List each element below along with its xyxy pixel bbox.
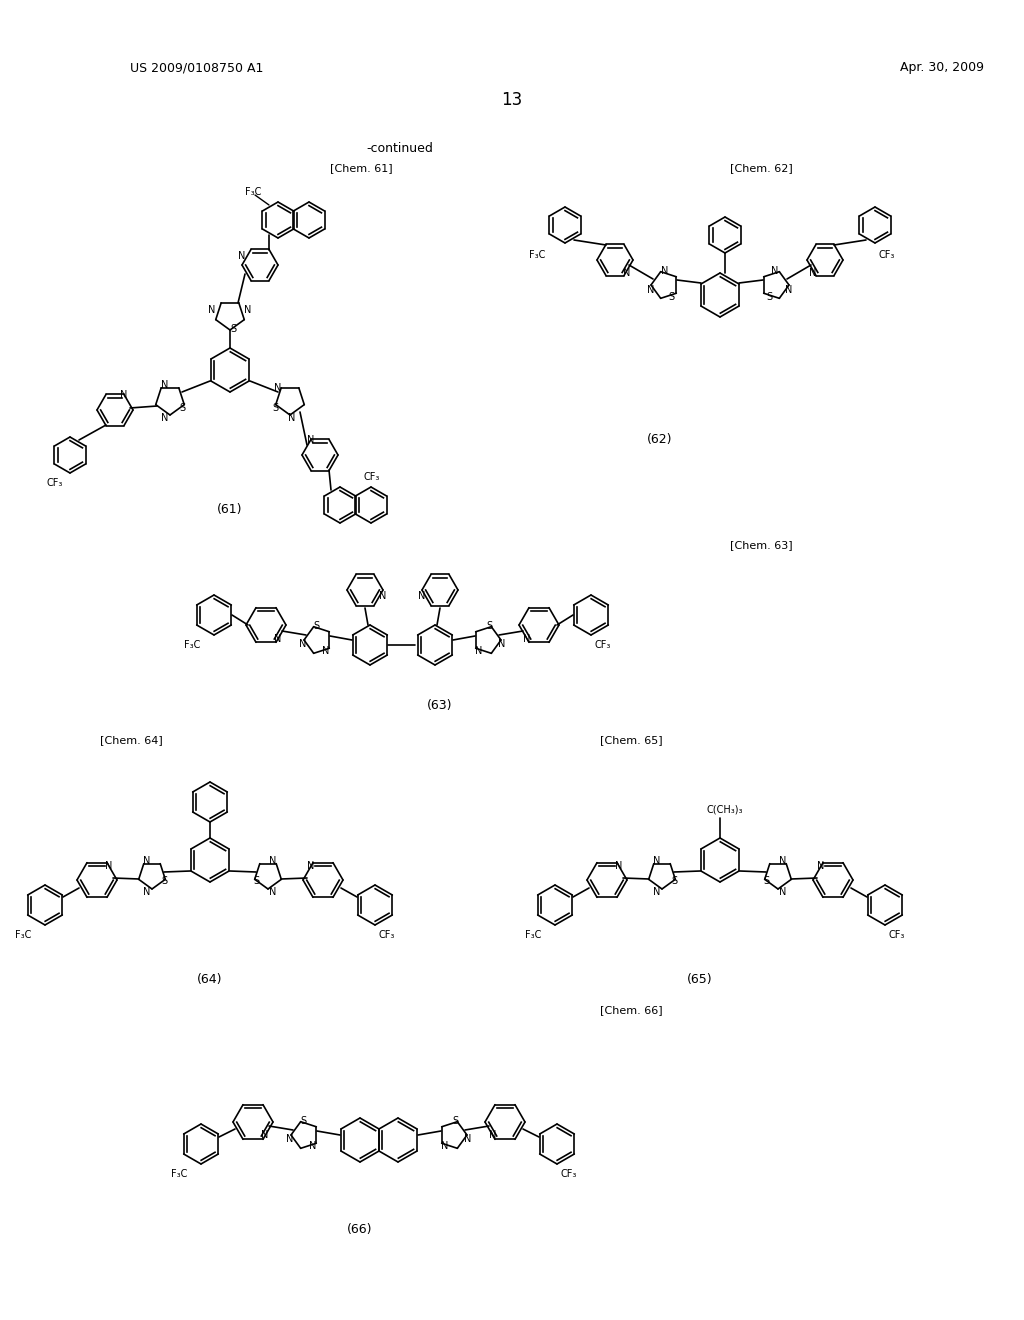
Text: CF₃: CF₃	[879, 249, 895, 260]
Text: N: N	[323, 645, 330, 656]
Text: F₃C: F₃C	[245, 187, 261, 197]
Text: N: N	[289, 413, 296, 422]
Text: N: N	[162, 413, 169, 422]
Text: Apr. 30, 2009: Apr. 30, 2009	[900, 62, 984, 74]
Text: (61): (61)	[217, 503, 243, 516]
Text: N: N	[662, 267, 669, 276]
Text: N: N	[441, 1140, 449, 1151]
Text: N: N	[245, 305, 252, 315]
Text: N: N	[489, 1130, 497, 1140]
Text: (63): (63)	[427, 698, 453, 711]
Text: N: N	[817, 861, 824, 871]
Text: (66): (66)	[347, 1224, 373, 1237]
Text: S: S	[179, 403, 185, 413]
Text: N: N	[309, 1140, 316, 1151]
Text: N: N	[261, 1130, 268, 1140]
Text: S: S	[272, 403, 279, 413]
Text: N: N	[307, 861, 314, 871]
Text: US 2009/0108750 A1: US 2009/0108750 A1	[130, 62, 263, 74]
Text: -continued: -continued	[367, 141, 433, 154]
Text: F₃C: F₃C	[184, 640, 200, 649]
Text: S: S	[766, 292, 772, 302]
Text: N: N	[499, 639, 506, 649]
Text: (65): (65)	[687, 974, 713, 986]
Text: N: N	[653, 887, 660, 898]
Text: N: N	[239, 251, 246, 261]
Text: N: N	[779, 855, 786, 866]
Text: S: S	[300, 1115, 306, 1126]
Text: N: N	[269, 887, 276, 898]
Text: [Chem. 64]: [Chem. 64]	[100, 735, 163, 744]
Text: N: N	[299, 639, 306, 649]
Text: N: N	[208, 305, 216, 315]
Text: S: S	[668, 292, 674, 302]
Text: N: N	[105, 861, 113, 871]
Text: F₃C: F₃C	[525, 931, 542, 940]
Text: [Chem. 65]: [Chem. 65]	[600, 735, 663, 744]
Text: N: N	[615, 861, 623, 871]
Text: N: N	[162, 380, 169, 389]
Text: F₃C: F₃C	[14, 931, 31, 940]
Text: [Chem. 66]: [Chem. 66]	[600, 1005, 663, 1015]
Text: N: N	[771, 267, 778, 276]
Text: CF₃: CF₃	[47, 478, 63, 488]
Text: (64): (64)	[198, 974, 223, 986]
Text: S: S	[452, 1115, 458, 1126]
Text: N: N	[653, 855, 660, 866]
Text: N: N	[143, 855, 151, 866]
Text: N: N	[647, 285, 654, 294]
Text: N: N	[274, 383, 282, 393]
Text: C(CH₃)₃: C(CH₃)₃	[707, 805, 743, 814]
Text: N: N	[274, 634, 282, 644]
Text: S: S	[671, 876, 677, 886]
Text: N: N	[419, 591, 426, 601]
Text: CF₃: CF₃	[561, 1170, 578, 1179]
Text: CF₃: CF₃	[364, 473, 380, 482]
Text: S: S	[230, 323, 237, 334]
Text: N: N	[287, 1134, 294, 1144]
Text: N: N	[464, 1134, 472, 1144]
Text: [Chem. 61]: [Chem. 61]	[330, 162, 392, 173]
Text: 13: 13	[502, 91, 522, 110]
Text: S: S	[763, 876, 769, 886]
Text: (62): (62)	[647, 433, 673, 446]
Text: S: S	[161, 876, 167, 886]
Text: CF₃: CF₃	[889, 931, 905, 940]
Text: N: N	[624, 268, 631, 279]
Text: F₃C: F₃C	[171, 1170, 187, 1179]
Text: [Chem. 63]: [Chem. 63]	[730, 540, 793, 550]
Text: N: N	[143, 887, 151, 898]
Text: N: N	[779, 887, 786, 898]
Text: S: S	[253, 876, 259, 886]
Text: N: N	[120, 389, 128, 400]
Text: [Chem. 62]: [Chem. 62]	[730, 162, 793, 173]
Text: F₃C: F₃C	[528, 249, 545, 260]
Text: S: S	[313, 620, 319, 631]
Text: N: N	[379, 591, 387, 601]
Text: N: N	[269, 855, 276, 866]
Text: N: N	[809, 268, 817, 279]
Text: N: N	[307, 436, 314, 445]
Text: S: S	[486, 620, 493, 631]
Text: N: N	[785, 285, 793, 294]
Text: CF₃: CF₃	[379, 931, 395, 940]
Text: N: N	[523, 634, 530, 644]
Text: N: N	[475, 645, 482, 656]
Text: CF₃: CF₃	[595, 640, 611, 649]
